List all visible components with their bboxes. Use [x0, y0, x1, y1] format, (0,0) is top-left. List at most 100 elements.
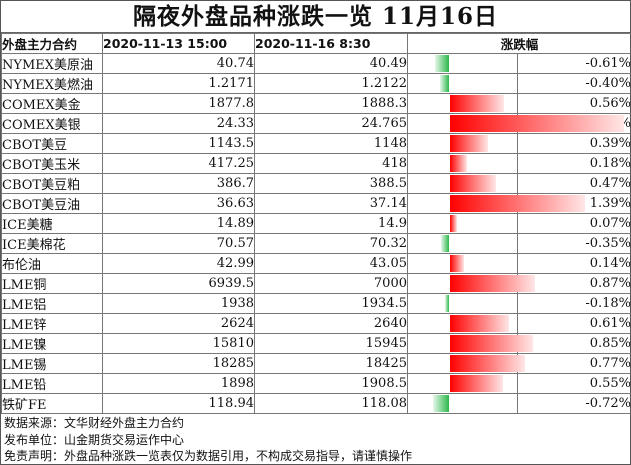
price-prev-cell: 70.57 — [102, 233, 255, 254]
header-change: 涨跌幅 — [406, 33, 631, 54]
table-row: NYMEX美燃油 1.2171 1.2122 -0.40% — [1, 73, 631, 94]
price-prev-cell: 118.94 — [102, 393, 255, 414]
change-bar-cell — [407, 313, 518, 334]
price-latest-cell: 1934.5 — [254, 293, 408, 314]
price-prev-cell: 40.74 — [102, 53, 255, 74]
price-latest-cell: 15945 — [254, 333, 408, 354]
contract-name-cell: CBOT美豆油 — [1, 193, 103, 214]
change-bar-cell — [407, 213, 518, 234]
price-latest-cell: 18425 — [254, 353, 408, 374]
change-percent-cell: 0.61% — [516, 313, 631, 334]
table-row: LME铜 6939.5 7000 0.87% — [1, 273, 631, 294]
table-row: LME锌 2624 2640 0.61% — [1, 313, 631, 334]
contract-name-cell: COMEX美银 — [1, 113, 103, 134]
table-row: LME铅 1898 1908.5 0.55% — [1, 373, 631, 394]
price-prev-cell: 417.25 — [102, 153, 255, 174]
change-bar-cell — [407, 373, 518, 394]
contract-name-cell: LME铅 — [1, 373, 103, 394]
contract-name-cell: NYMEX美燃油 — [1, 73, 103, 94]
table-row: CBOT美豆油 36.63 37.14 1.39% — [1, 193, 631, 214]
price-latest-cell: 418 — [254, 153, 408, 174]
page-title: 隔夜外盘品种涨跌一览 11月16日 — [1, 1, 630, 33]
change-percent-cell: 0.47% — [516, 173, 631, 194]
change-percent-cell: 0.39% — [516, 133, 631, 154]
contract-name-cell: 铁矿FE — [1, 393, 103, 414]
change-bar-up — [450, 115, 624, 132]
contract-name-cell: LME铜 — [1, 273, 103, 294]
price-latest-cell: 37.14 — [254, 193, 408, 214]
change-percent-cell: -0.40% — [516, 73, 631, 94]
change-bar-cell — [407, 173, 518, 194]
change-percent-cell: 0.85% — [516, 333, 631, 354]
change-bar-cell — [407, 153, 518, 174]
change-percent-cell: 0.77% — [516, 353, 631, 374]
change-bar-up — [450, 215, 457, 232]
contract-name-cell: ICE美棉花 — [1, 233, 103, 254]
price-prev-cell: 24.33 — [102, 113, 255, 134]
table-row: CBOT美豆 1143.5 1148 0.39% — [1, 133, 631, 154]
price-latest-cell: 43.05 — [254, 253, 408, 274]
price-latest-cell: 1908.5 — [254, 373, 408, 394]
change-bar-up — [450, 175, 496, 192]
table-body: NYMEX美原油 40.74 40.49 -0.61% NYMEX美燃油 1.2171 1.… — [1, 53, 631, 414]
contract-name-cell: NYMEX美原油 — [1, 53, 103, 74]
price-latest-cell: 14.9 — [254, 213, 408, 234]
price-prev-cell: 14.89 — [102, 213, 255, 234]
change-percent-cell: 0.07% — [516, 213, 631, 234]
contract-name-cell: CBOT美玉米 — [1, 153, 103, 174]
price-prev-cell: 15810 — [102, 333, 255, 354]
table-row: COMEX美金 1877.8 1888.3 0.56% — [1, 93, 631, 114]
contract-name-cell: CBOT美豆粕 — [1, 173, 103, 194]
price-prev-cell: 42.99 — [102, 253, 255, 274]
change-bar-cell — [407, 273, 535, 294]
change-bar-down — [435, 55, 449, 72]
contract-name-cell: LME镍 — [1, 333, 103, 354]
footer-publisher: 发布单位：山金期货交易运作中心 — [4, 432, 185, 447]
change-bar-cell — [407, 193, 585, 214]
change-bar-up — [450, 355, 525, 372]
footer-source: 数据来源：文华财经外盘主力合约 — [4, 416, 185, 430]
price-prev-cell: 1143.5 — [102, 133, 255, 154]
change-percent-cell: 0.18% — [516, 153, 631, 174]
change-bar-cell — [407, 253, 518, 274]
change-percent-cell: 0.56% — [516, 93, 631, 114]
table-row: CBOT美豆粕 386.7 388.5 0.47% — [1, 173, 631, 194]
change-bar-cell — [407, 293, 518, 314]
footer-notes: 数据来源：文华财经外盘主力合约 发布单位：山金期货交易运作中心 免责声明：外盘品… — [4, 415, 412, 465]
change-bar-up — [450, 375, 503, 392]
change-bar-down — [441, 235, 449, 252]
contract-name-cell: ICE美糖 — [1, 213, 103, 234]
price-prev-cell: 386.7 — [102, 173, 255, 194]
price-latest-cell: 388.5 — [254, 173, 408, 194]
change-bar-up — [450, 255, 464, 272]
price-latest-cell: 1148 — [254, 133, 408, 154]
change-bar-up — [450, 95, 504, 112]
table-row: LME锡 18285 18425 0.77% — [1, 353, 631, 374]
futures-table: 外盘主力合约 2020-11-13 15:00 2020-11-16 8:30 … — [1, 33, 631, 414]
price-prev-cell: 1938 — [102, 293, 255, 314]
price-latest-cell: 24.765 — [254, 113, 408, 134]
change-percent-cell: -0.18% — [516, 293, 631, 314]
change-bar-cell — [407, 133, 518, 154]
change-percent-cell: -0.35% — [516, 233, 631, 254]
price-prev-cell: 1.2171 — [102, 73, 255, 94]
change-bar-cell — [407, 333, 533, 354]
table-header-row: 外盘主力合约 2020-11-13 15:00 2020-11-16 8:30 … — [1, 33, 631, 54]
contract-name-cell: COMEX美金 — [1, 93, 103, 114]
header-contract: 外盘主力合约 — [1, 33, 103, 54]
change-bar-cell — [407, 53, 518, 74]
change-percent-cell: -0.72% — [516, 393, 631, 414]
change-bar-cell — [407, 393, 518, 414]
price-latest-cell: 7000 — [254, 273, 408, 294]
change-bar-cell — [407, 353, 525, 374]
contract-name-cell: 布伦油 — [1, 253, 103, 274]
price-prev-cell: 2624 — [102, 313, 255, 334]
change-bar-down — [433, 395, 449, 412]
header-time-1: 2020-11-13 15:00 — [102, 33, 255, 54]
change-bar-up — [450, 155, 467, 172]
price-prev-cell: 1898 — [102, 373, 255, 394]
price-latest-cell: 40.49 — [254, 53, 408, 74]
table-row: LME铝 1938 1934.5 -0.18% — [1, 293, 631, 314]
change-bar-up — [450, 315, 509, 332]
